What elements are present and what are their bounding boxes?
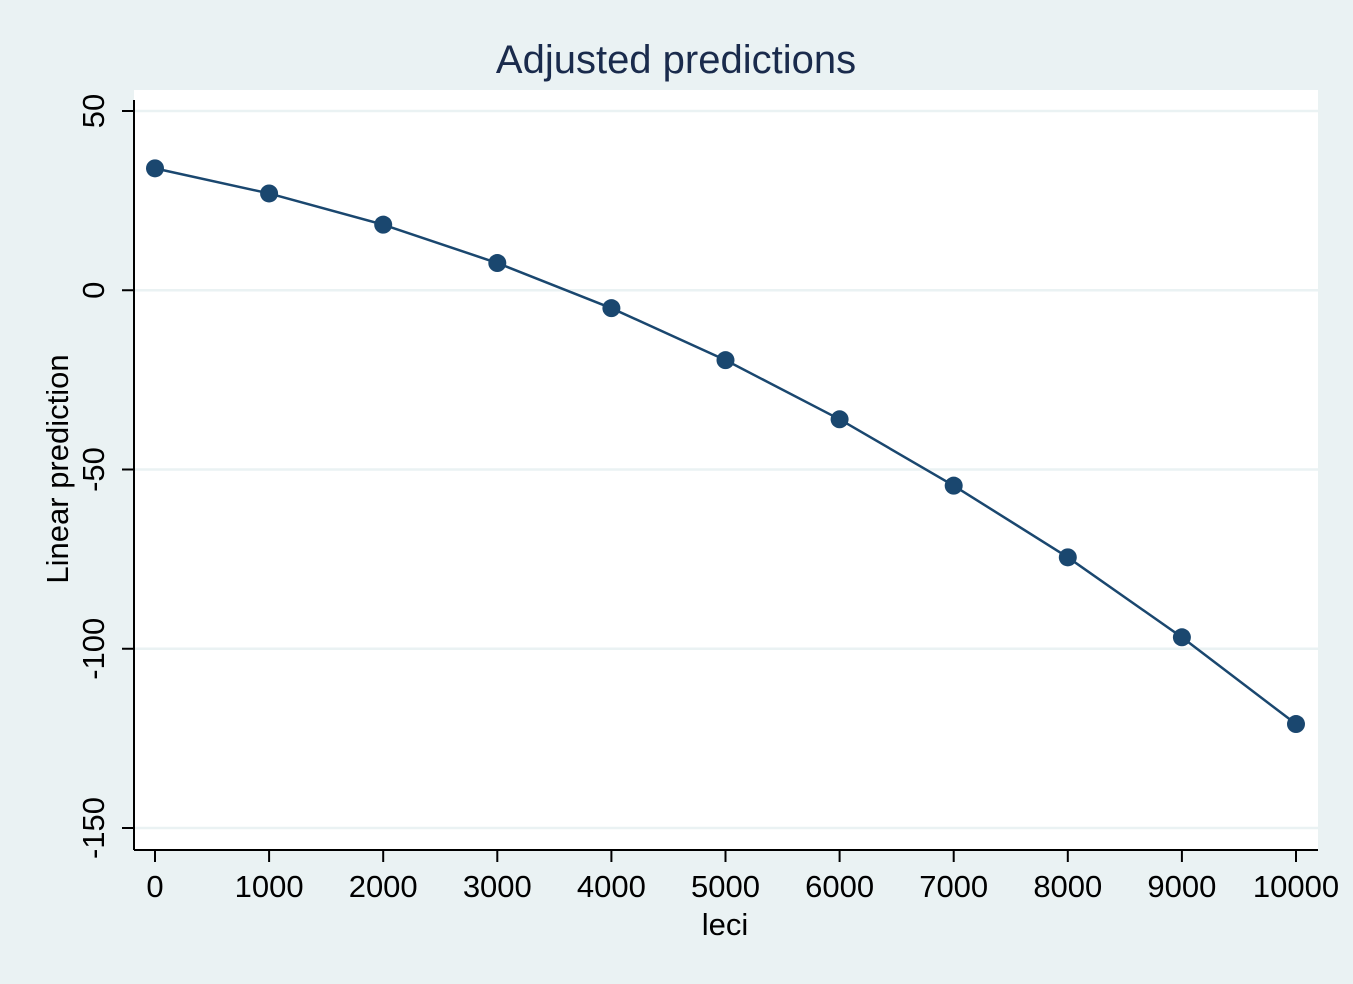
y-tick-label: 0: [76, 282, 111, 299]
x-tick-label: 3000: [463, 869, 532, 904]
y-axis-title: Linear prediction: [40, 354, 75, 583]
x-tick-label: 1000: [235, 869, 304, 904]
x-tick-label: 5000: [691, 869, 760, 904]
y-tick-label: -100: [76, 618, 111, 680]
x-axis-title: leci: [702, 907, 749, 942]
y-tick-label: 50: [76, 94, 111, 128]
data-point: [260, 184, 279, 203]
y-tick-label: -50: [76, 447, 111, 492]
x-tick-label: 0: [146, 869, 163, 904]
data-point: [374, 215, 393, 234]
data-point: [602, 299, 621, 318]
data-point: [830, 410, 849, 429]
x-tick-label: 6000: [805, 869, 874, 904]
grid: [134, 109, 1318, 830]
data-point: [1287, 715, 1305, 734]
data-point: [944, 476, 963, 495]
data-point: [1172, 628, 1191, 647]
series: [146, 159, 1305, 734]
x-tick-label: 4000: [577, 869, 646, 904]
x-tick-label: 9000: [1147, 869, 1216, 904]
x-tick-label: 8000: [1033, 869, 1102, 904]
chart-title: Adjusted predictions: [496, 38, 856, 82]
data-point: [488, 254, 507, 273]
x-tick-label: 10000: [1253, 869, 1339, 904]
data-point: [716, 351, 735, 370]
data-point: [1058, 548, 1077, 567]
x-tick-label: 7000: [919, 869, 988, 904]
x-tick-label: 2000: [349, 869, 418, 904]
data-point: [146, 159, 164, 178]
y-tick-label: -150: [76, 797, 111, 859]
